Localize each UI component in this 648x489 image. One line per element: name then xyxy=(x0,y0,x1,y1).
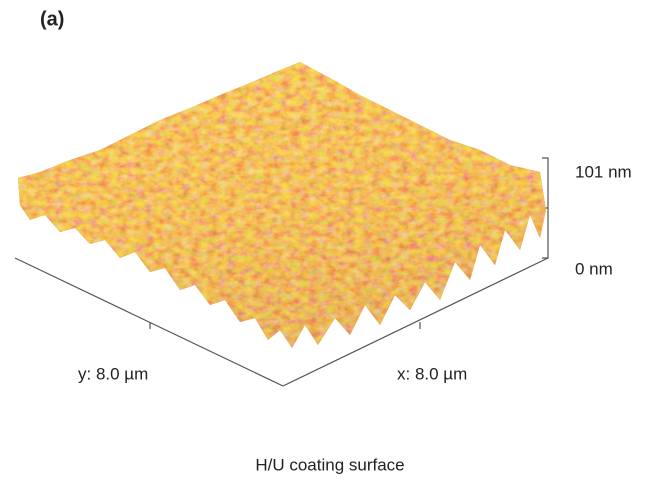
caption: H/U coating surface xyxy=(255,455,404,474)
z-bottom-label: 0 nm xyxy=(575,259,613,278)
base-axes xyxy=(14,257,549,387)
y-axis-label: y: 8.0 µm xyxy=(78,364,148,383)
panel-label: (a) xyxy=(40,8,64,30)
z-top-label: 101 nm xyxy=(575,162,632,181)
x-axis-label: x: 8.0 µm xyxy=(397,364,467,383)
afm-surface xyxy=(18,62,546,348)
